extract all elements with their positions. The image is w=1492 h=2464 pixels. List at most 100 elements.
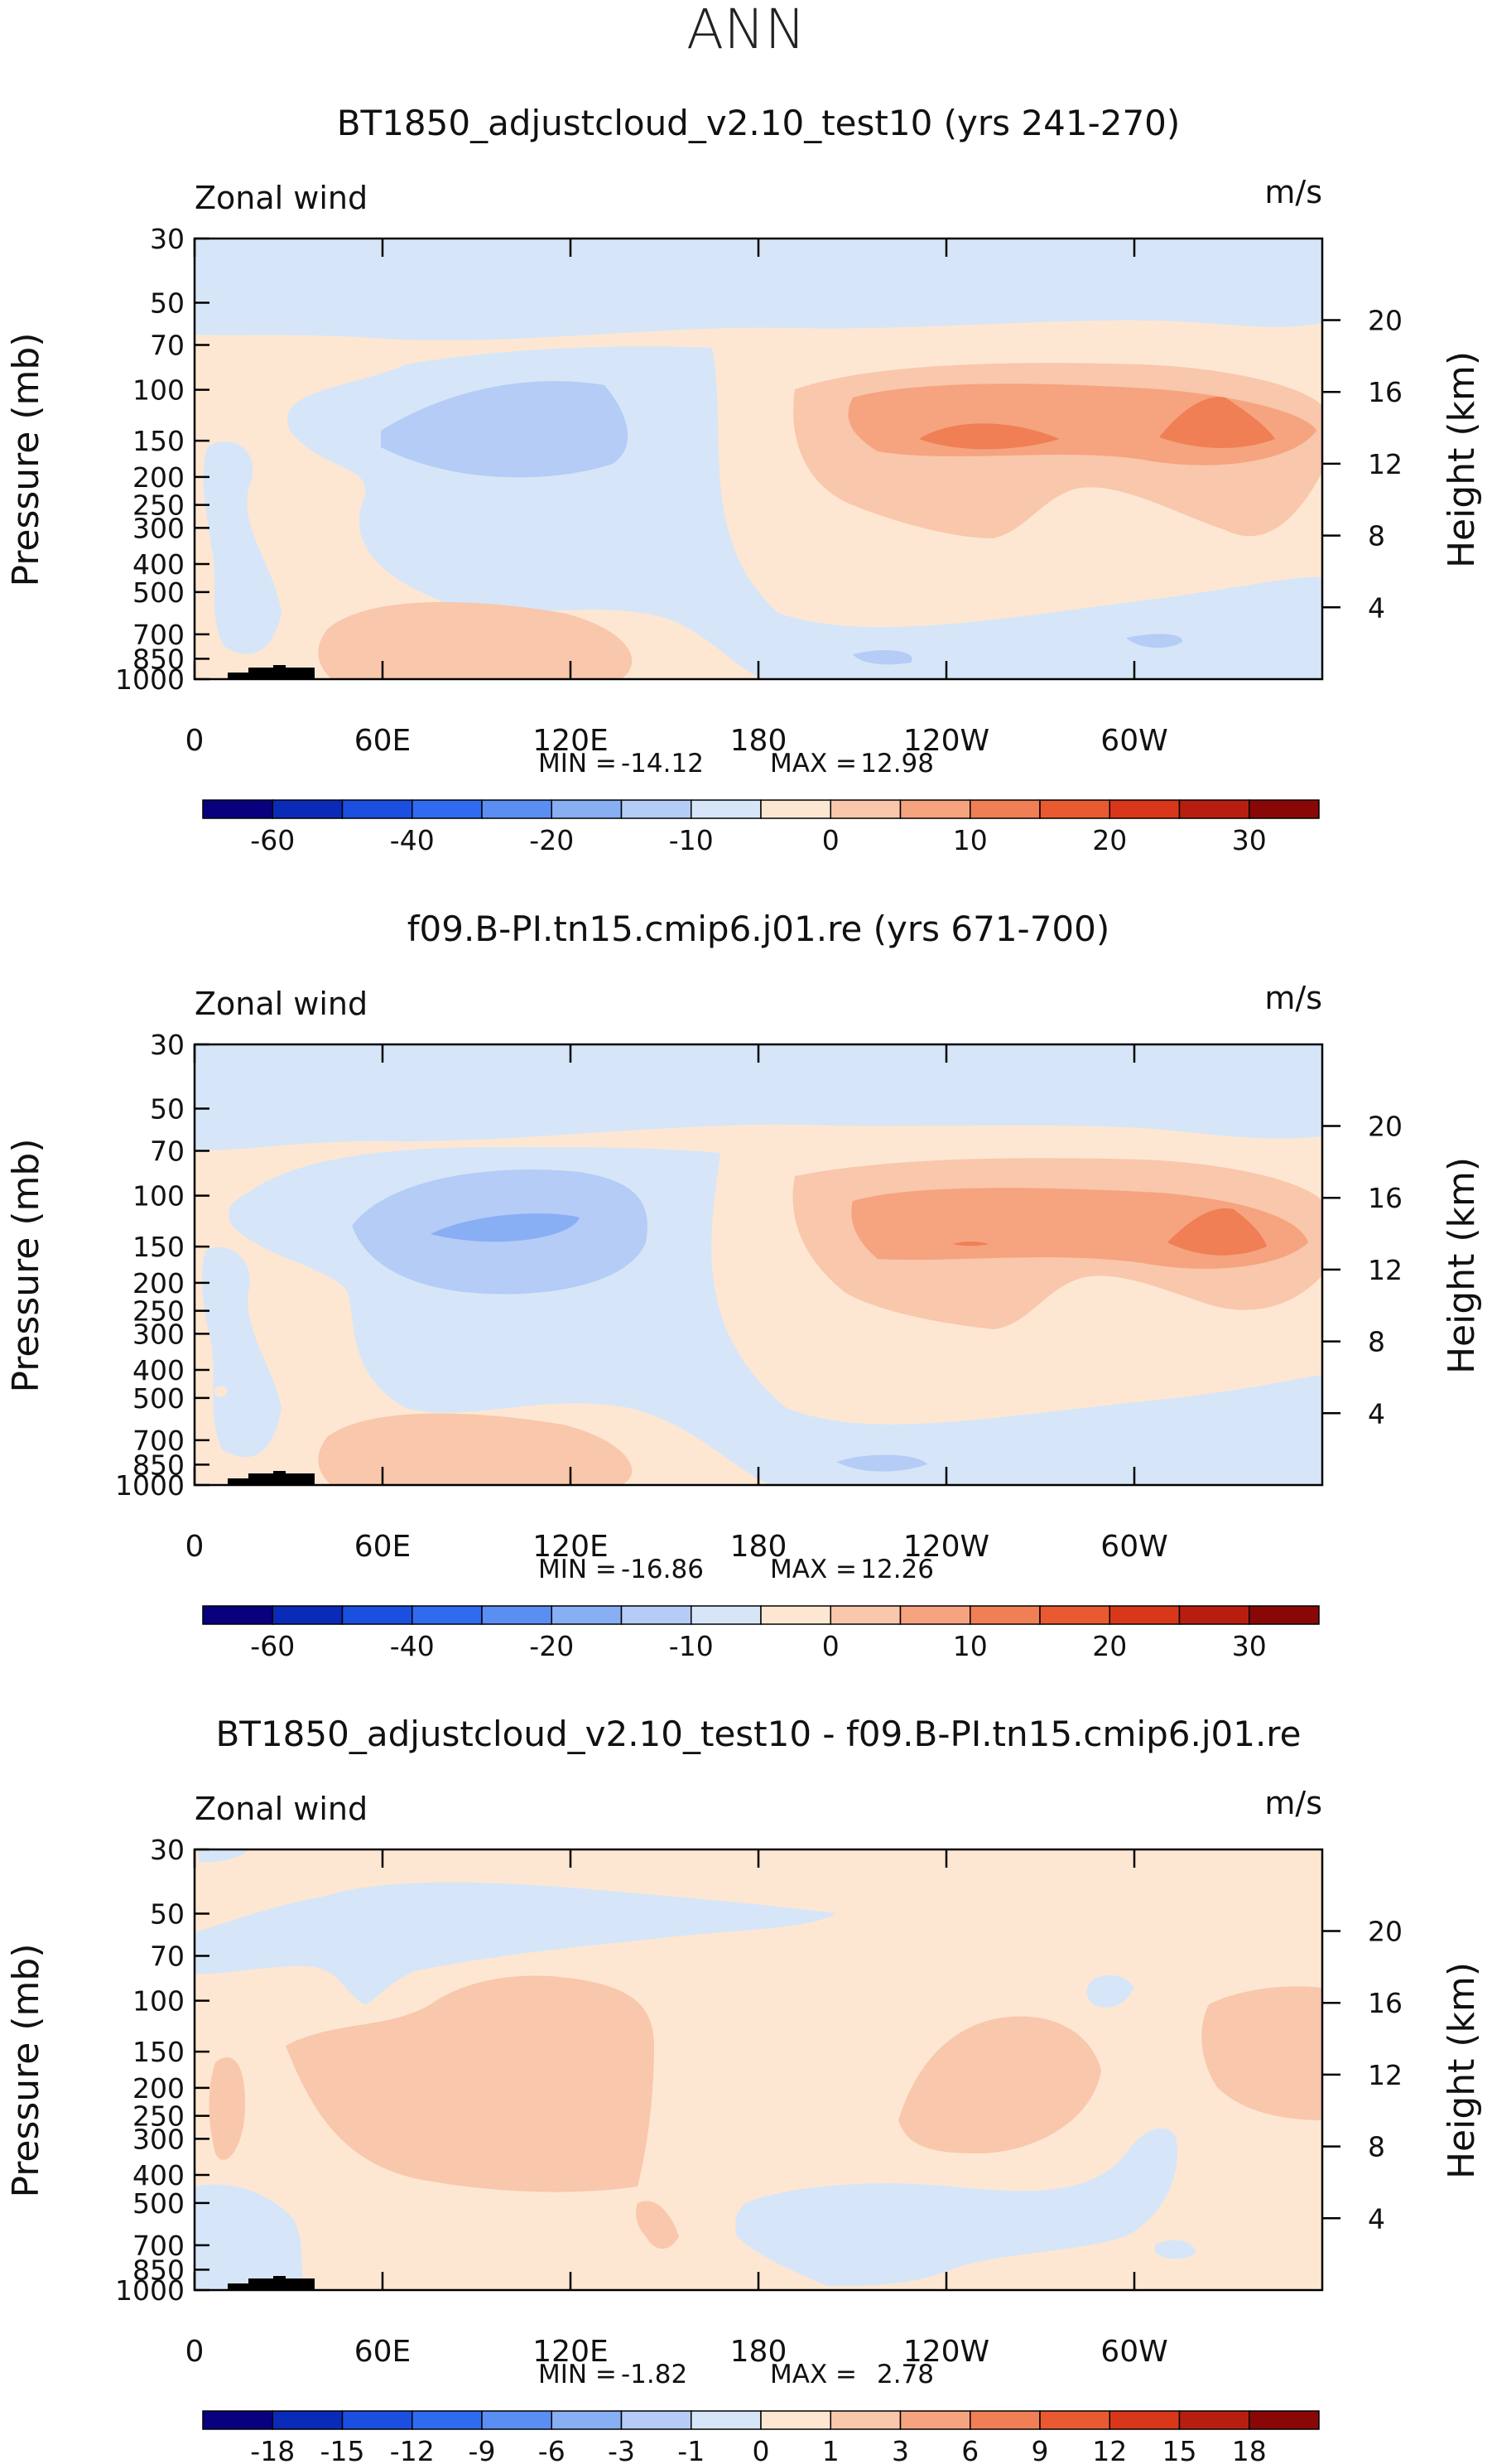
- colorbar-swatch: [341, 1605, 413, 1625]
- colorbar-swatch: [830, 1605, 902, 1625]
- colorbar-label: -6: [538, 2435, 566, 2464]
- y-tick-label: 850: [132, 1449, 185, 1481]
- x-tick-label: 120E: [532, 2335, 608, 2369]
- y-tick-label: 250: [132, 489, 185, 522]
- positive-diff-region: [898, 2016, 1101, 2153]
- y-tick-label: 850: [132, 643, 185, 675]
- lower-easterly-blob: [1126, 634, 1183, 649]
- y2-tick-label: 4: [1368, 591, 1385, 624]
- colorbar-swatch: [202, 1605, 273, 1625]
- y-tick-label: 500: [132, 1382, 185, 1415]
- colorbar-swatch: [970, 799, 1041, 819]
- y-tick-label: 200: [132, 2072, 185, 2105]
- contour-field: [195, 239, 1322, 679]
- x-tick-label: 180: [730, 724, 787, 758]
- x-tick-label: 60W: [1100, 1530, 1167, 1564]
- colorbar-label: 15: [1162, 2435, 1197, 2464]
- panel-title: BT1850_adjustcloud_v2.10_test10 - f09.B-…: [215, 1714, 1301, 1754]
- stratosphere-easterly: [195, 1044, 1322, 1150]
- y2-tick-label: 16: [1368, 1987, 1403, 2019]
- units-label: m/s: [1264, 980, 1322, 1016]
- colorbar-swatch: [691, 799, 762, 819]
- colorbar-swatch: [202, 2410, 273, 2430]
- topography: [228, 2276, 315, 2290]
- colorbar-swatch: [760, 799, 831, 819]
- colorbar-swatch: [481, 1605, 552, 1625]
- colorbar-label: -9: [469, 2435, 496, 2464]
- units-label: m/s: [1264, 174, 1322, 210]
- y-axis-title: Pressure (mb): [5, 1139, 47, 1393]
- colorbar-label: 30: [1232, 824, 1267, 856]
- colorbar-swatch: [620, 1605, 692, 1625]
- y-tick-label: 400: [132, 2159, 185, 2192]
- colorbar-swatch: [202, 799, 273, 819]
- max-label: MAX =: [770, 1555, 857, 1584]
- colorbar-swatch: [1109, 2410, 1181, 2430]
- positive-diff-region: [286, 1975, 654, 2192]
- colorbar-swatch: [481, 2410, 552, 2430]
- y2-axis-title: Height (km): [1441, 1157, 1483, 1374]
- y2-tick-label: 20: [1368, 1916, 1403, 1948]
- colorbar-swatch: [551, 1605, 623, 1625]
- colorbar-swatch: [760, 2410, 831, 2430]
- colorbar-swatch: [1039, 799, 1110, 819]
- colorbar-swatch: [551, 799, 623, 819]
- y-tick-label: 50: [150, 1898, 185, 1931]
- colorbar-label: 10: [953, 824, 988, 856]
- y-tick-label: 30: [150, 1834, 185, 1866]
- y-tick-label: 700: [132, 619, 185, 651]
- max-label: MAX =: [770, 749, 857, 779]
- colorbar-swatch: [272, 2410, 344, 2430]
- easterly-pocket: [202, 1246, 282, 1458]
- y-tick-label: 250: [132, 1295, 185, 1328]
- min-label: MIN =: [538, 2360, 617, 2389]
- y-tick-label: 30: [150, 1029, 185, 1061]
- positive-diff-region: [1201, 1986, 1322, 2120]
- panel-title: f09.B-PI.tn15.cmip6.j01.re (yrs 671-700): [407, 909, 1110, 949]
- y-axis-title: Pressure (mb): [5, 333, 47, 587]
- contour-field: [195, 1044, 1322, 1485]
- y-tick-label: 70: [150, 330, 185, 362]
- small-westerly-blob: [214, 1386, 228, 1397]
- positive-jet-core-a: [952, 1242, 989, 1246]
- colorbar-swatch: [412, 1605, 483, 1625]
- x-tick-label: 120W: [903, 2335, 989, 2369]
- panel-2: f09.B-PI.tn15.cmip6.j01.re (yrs 671-700)…: [5, 909, 1483, 1662]
- y-tick-label: 100: [132, 1180, 185, 1213]
- y-tick-label: 700: [132, 1425, 185, 1457]
- colorbar-label: -1: [677, 2435, 705, 2464]
- colorbar-swatch: [1249, 799, 1320, 819]
- min-label: MIN =: [538, 1555, 617, 1584]
- x-tick-label: 180: [730, 1530, 787, 1564]
- y2-tick-label: 8: [1368, 520, 1385, 552]
- colorbar-label: 18: [1232, 2435, 1267, 2464]
- positive-diff-blob: [636, 2201, 679, 2249]
- panel-3: BT1850_adjustcloud_v2.10_test10 - f09.B-…: [5, 1714, 1483, 2464]
- x-tick-label: 120W: [903, 1530, 989, 1564]
- x-tick-label: 120W: [903, 724, 989, 758]
- y-tick-label: 250: [132, 2100, 185, 2133]
- y-tick-label: 1000: [115, 663, 185, 696]
- y-tick-label: 50: [150, 1093, 185, 1126]
- y2-tick-label: 16: [1368, 1182, 1403, 1214]
- lower-negative-diff: [735, 2128, 1177, 2286]
- x-tick-label: 60E: [354, 1530, 412, 1564]
- y2-tick-label: 12: [1368, 448, 1403, 480]
- y-tick-label: 70: [150, 1136, 185, 1168]
- y2-tick-label: 16: [1368, 376, 1403, 408]
- max-value: 12.26: [860, 1555, 934, 1584]
- colorbar-swatch: [830, 799, 902, 819]
- positive-diff-region: [209, 2057, 245, 2160]
- y2-axis-title: Height (km): [1441, 1962, 1483, 2179]
- colorbar-label: 20: [1092, 824, 1127, 856]
- colorbar-swatch: [830, 2410, 902, 2430]
- colorbar-label: -60: [250, 1630, 295, 1662]
- y-tick-label: 1000: [115, 1469, 185, 1502]
- y2-tick-label: 8: [1368, 2131, 1385, 2163]
- negative-diff-blob: [1155, 2240, 1196, 2259]
- y2-axis-title: Height (km): [1441, 351, 1483, 568]
- colorbar-swatch: [1178, 799, 1250, 819]
- panel-title: BT1850_adjustcloud_v2.10_test10 (yrs 241…: [337, 103, 1181, 143]
- colorbar-label: 20: [1092, 1630, 1127, 1662]
- colorbar-swatch: [760, 1605, 831, 1625]
